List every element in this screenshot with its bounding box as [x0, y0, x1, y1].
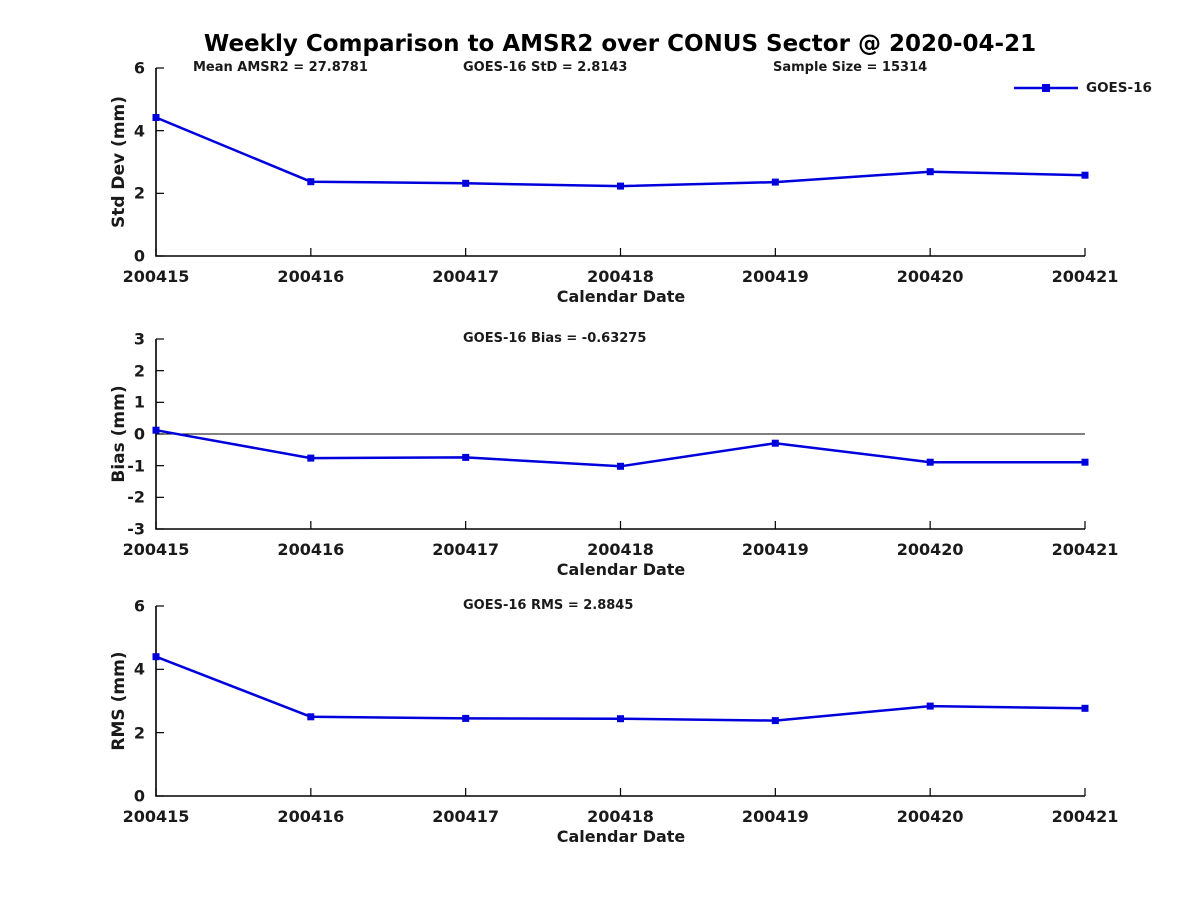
- data-point-marker: [771, 717, 779, 725]
- x-tick-label: 200415: [122, 807, 190, 826]
- legend-label: GOES-16: [1086, 80, 1152, 96]
- data-point-marker: [771, 178, 779, 186]
- legend-line-marker-icon: [1014, 84, 1078, 92]
- x-tick-label: 200417: [432, 807, 500, 826]
- y-tick-label: 4: [133, 659, 145, 679]
- data-point-marker: [152, 114, 160, 121]
- x-axis-label: Calendar Date: [556, 827, 686, 846]
- y-tick-label: 6: [133, 58, 145, 78]
- x-tick-label: 200421: [1051, 807, 1119, 826]
- y-tick-label: 2: [133, 723, 145, 743]
- data-point-marker: [926, 168, 934, 176]
- y-tick-label: -3: [127, 519, 145, 539]
- x-tick-label: 200416: [277, 807, 345, 826]
- x-tick-label: 200418: [587, 807, 654, 826]
- x-tick-label: 200420: [896, 540, 964, 559]
- annotation: GOES-16 RMS = 2.8845: [463, 598, 634, 613]
- data-point-marker: [307, 713, 315, 721]
- x-tick-label: 200418: [587, 540, 654, 559]
- x-tick-label: 200421: [1051, 267, 1119, 286]
- data-point-marker: [462, 179, 470, 187]
- data-point-marker: [1081, 171, 1089, 179]
- legend: GOES-16: [1014, 80, 1152, 96]
- data-point-marker: [152, 653, 160, 661]
- data-point-marker: [462, 453, 470, 461]
- data-point-marker: [307, 454, 315, 462]
- x-axis-label: Calendar Date: [556, 560, 686, 579]
- annotation: GOES-16 StD = 2.8143: [463, 60, 628, 75]
- y-tick-label: 2: [133, 183, 145, 203]
- x-tick-label: 200419: [741, 807, 809, 826]
- y-tick-label: 0: [133, 786, 145, 806]
- data-point-marker: [771, 439, 779, 447]
- data-line-bias: [155, 428, 1085, 468]
- annotation: GOES-16 Bias = -0.63275: [463, 331, 647, 346]
- data-point-marker: [1081, 704, 1089, 712]
- page-title: Weekly Comparison to AMSR2 over CONUS Se…: [203, 31, 1037, 57]
- x-tick-label: 200417: [432, 540, 500, 559]
- x-tick-label: 200421: [1051, 540, 1119, 559]
- x-tick-label: 200418: [587, 267, 654, 286]
- data-line-rms: [155, 655, 1086, 722]
- y-tick-label: 2: [133, 361, 145, 381]
- data-point-marker: [307, 178, 315, 186]
- data-point-marker: [617, 715, 624, 723]
- y-tick-label: 0: [133, 246, 145, 266]
- axis-spine-rms: [155, 606, 1085, 797]
- data-point-marker: [926, 702, 934, 710]
- x-tick-label: 200416: [277, 267, 345, 286]
- data-point-marker: [462, 714, 470, 722]
- y-tick-label: 6: [133, 596, 145, 616]
- x-tick-label: 200416: [277, 540, 345, 559]
- y-axis-label-rms: RMS (mm): [109, 651, 129, 751]
- x-tick-label: 200419: [741, 267, 809, 286]
- annotation: Sample Size = 15314: [773, 60, 928, 75]
- y-tick-label: 0: [133, 424, 145, 444]
- y-tick-label: -1: [127, 456, 145, 476]
- data-point-marker: [926, 458, 934, 466]
- y-tick-label: 4: [133, 121, 145, 141]
- axis-spine-std-dev: [155, 68, 1085, 257]
- data-point-marker: [617, 182, 624, 190]
- y-tick-label: -2: [127, 487, 145, 507]
- data-point-marker: [1081, 458, 1089, 466]
- y-axis-label-bias: Bias (mm): [109, 385, 129, 483]
- x-tick-label: 200417: [432, 267, 500, 286]
- y-tick-label: 1: [133, 392, 145, 412]
- data-point-marker: [617, 462, 624, 470]
- x-tick-label: 200419: [741, 540, 809, 559]
- y-axis-label-std-dev: Std Dev (mm): [109, 95, 129, 229]
- data-line-std-dev: [155, 116, 1086, 188]
- x-tick-label: 200415: [122, 540, 190, 559]
- y-tick-label: 3: [133, 329, 145, 349]
- annotation: Mean AMSR2 = 27.8781: [193, 60, 368, 75]
- data-point-marker: [152, 426, 160, 434]
- x-axis-label: Calendar Date: [556, 287, 686, 306]
- x-tick-label: 200420: [896, 807, 964, 826]
- x-tick-label: 200420: [896, 267, 964, 286]
- x-tick-label: 200415: [122, 267, 190, 286]
